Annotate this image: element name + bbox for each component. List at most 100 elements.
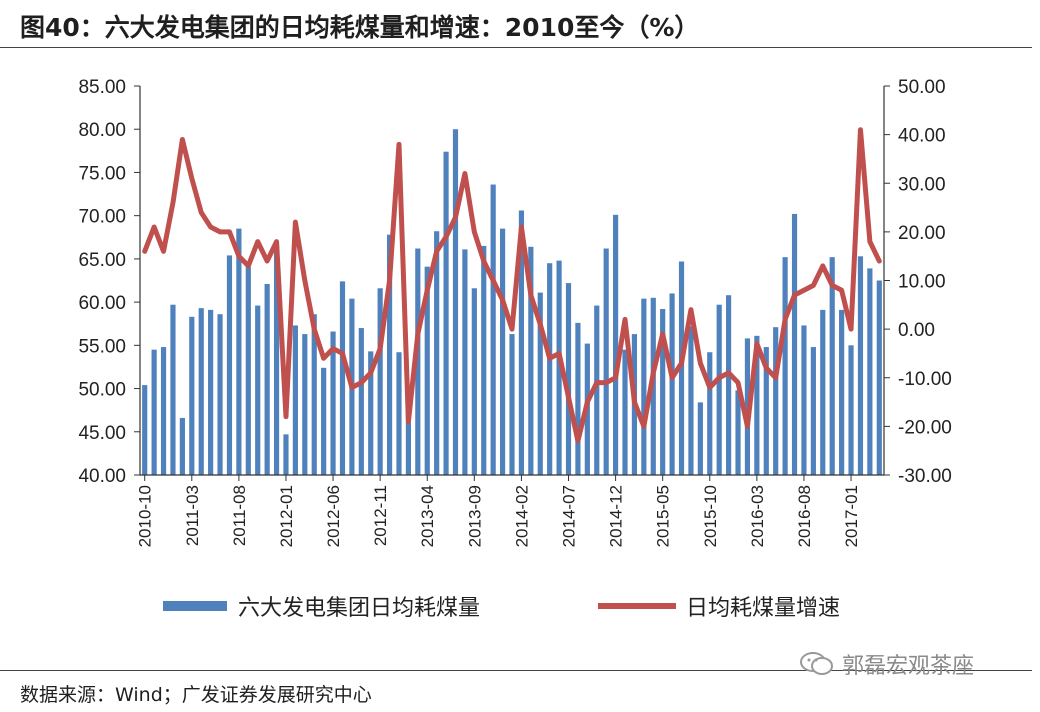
bar: [170, 304, 176, 475]
bar: [857, 256, 864, 475]
bar: [839, 309, 845, 475]
bar: [509, 334, 515, 475]
bar: [236, 228, 242, 475]
x-tick-label: 2012-11: [371, 485, 390, 546]
bar: [443, 151, 449, 475]
legend-line-label: 日均耗煤量增速: [686, 596, 840, 621]
x-tick-label: 2013-04: [418, 485, 437, 547]
legend-bar-swatch: [163, 601, 227, 611]
bar: [217, 314, 223, 475]
bar: [622, 349, 628, 475]
bar: [386, 234, 393, 475]
bar: [179, 417, 185, 475]
bar: [142, 385, 148, 475]
bar: [726, 295, 732, 475]
bar: [537, 292, 543, 475]
x-tick-label: 2011-03: [183, 485, 202, 546]
bar: [697, 402, 703, 475]
bar: [594, 305, 600, 475]
left-tick-label: 45.00: [78, 423, 126, 444]
bar: [528, 246, 534, 475]
bar: [198, 308, 204, 475]
x-tick-label: 2015-05: [654, 485, 673, 547]
right-tick-label: 10.00: [898, 272, 946, 293]
bar: [867, 268, 873, 475]
bar: [273, 246, 280, 475]
bar: [641, 298, 647, 475]
bar: [321, 367, 327, 475]
right-tick-label: -10.00: [898, 369, 952, 390]
legend: 六大发电集团日均耗煤量 日均耗煤量增速: [163, 596, 840, 621]
right-tick-label: 50.00: [898, 77, 946, 98]
x-tick-label: 2016-08: [795, 485, 814, 547]
x-tick-label: 2014-02: [512, 485, 531, 547]
bar: [810, 347, 816, 475]
bar: [255, 305, 261, 475]
x-tick-label: 2017-01: [842, 485, 861, 547]
chart-area: 40.00 45.00 50.00 55.00 60.00 65.00 70.00 75.00…: [78, 77, 951, 621]
bar: [424, 266, 430, 475]
right-tick-label: -30.00: [898, 466, 952, 487]
bar: [264, 283, 270, 475]
chat-bubble-icon: [800, 652, 833, 675]
bar: [716, 304, 722, 475]
x-tick-label: 2010-10: [136, 485, 155, 547]
legend-bar-label: 六大发电集团日均耗煤量: [238, 596, 480, 621]
x-tick-label: 2015-10: [701, 485, 720, 547]
footer-divider: [0, 670, 1032, 671]
bar: [575, 322, 581, 475]
left-tick-label: 40.00: [78, 466, 126, 487]
bar: [368, 351, 374, 475]
bar: [829, 257, 835, 475]
bar: [226, 255, 233, 475]
bar: [377, 288, 383, 475]
bar: [518, 210, 525, 476]
left-tick-label: 80.00: [78, 120, 126, 141]
right-tick-label: 30.00: [898, 174, 946, 195]
x-tick-label: 2014-07: [560, 485, 579, 547]
bar: [396, 352, 402, 475]
bar: [151, 349, 157, 475]
bar: [791, 213, 798, 475]
right-tick-label: 40.00: [898, 126, 946, 147]
right-tick-label: 20.00: [898, 223, 946, 244]
bar: [283, 434, 289, 475]
bar: [801, 325, 807, 475]
line-series: [142, 127, 882, 444]
bar: [773, 327, 779, 475]
bar: [820, 309, 826, 475]
bar: [452, 129, 459, 475]
bar: [330, 331, 336, 475]
bar: [688, 326, 694, 475]
bar: [490, 184, 496, 476]
bar: [547, 263, 553, 475]
left-tick-label: 55.00: [78, 336, 126, 357]
x-tick-label: 2014-12: [607, 485, 626, 547]
figure-title: 图40：六大发电集团的日均耗煤量和增速：2010至今（%）: [20, 13, 700, 42]
bar: [678, 261, 685, 475]
bar: [848, 345, 854, 475]
bar: [707, 352, 713, 475]
bar: [302, 334, 308, 475]
title-divider: [0, 47, 1032, 48]
bar: [462, 249, 468, 475]
bar: [339, 281, 346, 475]
bar: [782, 257, 788, 475]
left-tick-label: 70.00: [78, 207, 126, 228]
x-tick-label: 2016-03: [748, 485, 767, 547]
bar: [499, 228, 506, 475]
right-tick-label: 0.00: [898, 320, 935, 341]
bar: [613, 214, 619, 476]
bar: [405, 403, 411, 475]
bar: [358, 328, 364, 475]
x-tick-label: 2012-01: [277, 485, 296, 547]
x-tick-label: 2013-09: [465, 485, 484, 547]
bar: [292, 325, 298, 475]
watermark: 郭磊宏观茶座: [800, 648, 974, 680]
bar: [556, 260, 562, 475]
axes: 40.00 45.00 50.00 55.00 60.00 65.00 70.00 75.00…: [78, 77, 951, 547]
bar: [160, 347, 167, 475]
left-tick-label: 65.00: [78, 250, 126, 271]
bar: [245, 266, 251, 475]
bar: [603, 248, 609, 475]
